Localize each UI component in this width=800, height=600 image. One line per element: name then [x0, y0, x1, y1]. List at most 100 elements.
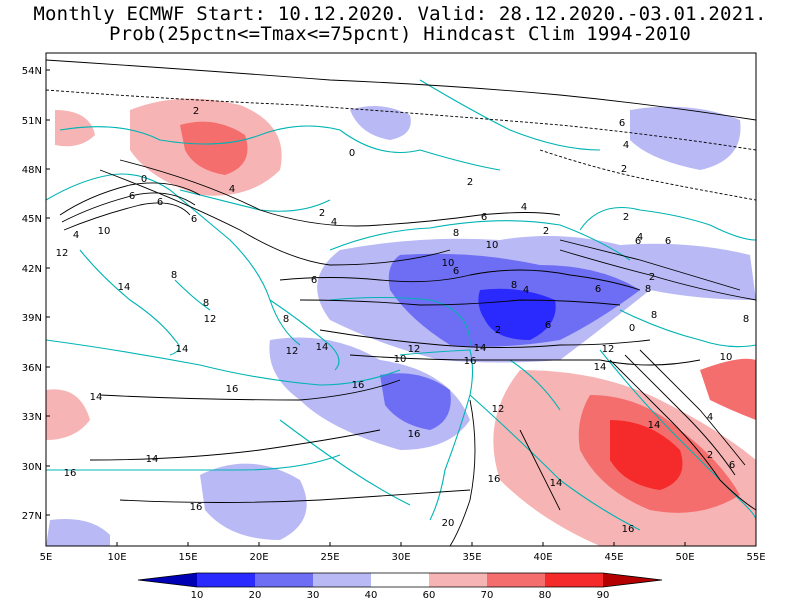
- contour-label: 6: [157, 197, 163, 208]
- contour-label: 6: [729, 460, 735, 471]
- probability-shading: [46, 98, 756, 546]
- colorbar-segment: [138, 573, 197, 587]
- contour-label: 2: [543, 226, 549, 237]
- map-title-line-1: Monthly ECMWF Start: 10.12.2020. Valid: …: [33, 3, 767, 25]
- contour-label: 8: [651, 310, 657, 321]
- contour-label: 4: [521, 202, 527, 213]
- contour-label: 6: [191, 214, 197, 225]
- contour-label: 2: [193, 106, 199, 117]
- coastlines-and-borders: [46, 79, 756, 531]
- contour-label: 0: [141, 174, 147, 185]
- colorbar-tick-label: 70: [481, 590, 494, 600]
- high-probability-region: [46, 389, 90, 440]
- colorbar-segment: [603, 573, 662, 587]
- contour-label: 6: [129, 191, 135, 202]
- contour-label: 12: [408, 344, 421, 355]
- lat-label: 51N: [22, 116, 42, 127]
- lon-label: 35E: [462, 552, 481, 563]
- contour-label: 14: [146, 454, 159, 465]
- contour-label: 16: [226, 384, 239, 395]
- lat-label: 30N: [22, 462, 42, 473]
- high-probability-region: [180, 121, 248, 175]
- colorbar-tick-label: 10: [191, 590, 204, 600]
- colorbar-segment: [197, 573, 255, 587]
- contour-label: 14: [648, 420, 661, 431]
- contour-label: 4: [707, 412, 713, 423]
- contour-label: 8: [171, 270, 177, 281]
- contour-label: 4: [229, 184, 235, 195]
- contour-label: 12: [492, 404, 505, 415]
- contour-label: 16: [64, 468, 77, 479]
- contour-label: 8: [511, 280, 517, 291]
- high-probability-region: [610, 420, 683, 490]
- contour-label: 10: [394, 354, 407, 365]
- colorbar-tick-label: 60: [423, 590, 436, 600]
- contour-label: 4: [331, 217, 337, 228]
- map-title-line-2: Prob(25pctn<=Tmax<=75pcnt) Hindcast Clim…: [109, 23, 691, 45]
- lon-label: 15E: [178, 552, 197, 563]
- contour-label: 10: [442, 258, 455, 269]
- lat-label: 36N: [22, 363, 42, 374]
- lon-label: 50E: [675, 552, 694, 563]
- contour-label: 14: [474, 343, 487, 354]
- contour-label: 6: [635, 236, 641, 247]
- contour-label: 6: [595, 284, 601, 295]
- contour-label: 6: [619, 118, 625, 129]
- contour-label: 8: [203, 298, 209, 309]
- contour-label: 2: [623, 212, 629, 223]
- colorbar-segment: [545, 573, 603, 587]
- contour-label: 4: [73, 230, 79, 241]
- colorbar-segment: [487, 573, 545, 587]
- colorbar-tick-label: 40: [365, 590, 378, 600]
- contour-label: 6: [311, 275, 317, 286]
- contour-lines: [46, 59, 756, 546]
- lon-label: 30E: [391, 552, 410, 563]
- high-probability-region: [700, 358, 756, 420]
- contour-label: 10: [98, 226, 111, 237]
- contour-label: 14: [118, 282, 131, 293]
- contour-label: 16: [622, 524, 635, 535]
- lon-label: 40E: [533, 552, 552, 563]
- latitude-axis: 54N 51N 48N 45N 42N 39N 36N 33N 30N 27N: [22, 66, 50, 522]
- contour-label: 2: [621, 164, 627, 175]
- low-probability-region: [630, 106, 741, 170]
- colorbar-segment: [255, 573, 313, 587]
- contour-label: 2: [649, 272, 655, 283]
- lat-label: 45N: [22, 214, 42, 225]
- lon-label: 45E: [604, 552, 623, 563]
- contour-label: 14: [316, 342, 329, 353]
- lat-label: 54N: [22, 66, 42, 77]
- contour-label: 2: [467, 177, 473, 188]
- contour-label: 2: [319, 208, 325, 219]
- contour-label: 20: [442, 518, 455, 529]
- low-probability-region: [46, 519, 110, 546]
- colorbar-segment: [313, 573, 371, 587]
- contour-label: 4: [523, 285, 529, 296]
- contour-label: 16: [408, 429, 421, 440]
- lon-label: 55E: [746, 552, 765, 563]
- low-probability-region: [380, 373, 451, 430]
- contour-label: 8: [453, 228, 459, 239]
- contour-label: 10: [486, 240, 499, 251]
- contour-label: 10: [720, 352, 733, 363]
- contour-label: 4: [637, 232, 643, 243]
- colorbar-segment: [429, 573, 487, 587]
- contour-label: 14: [176, 344, 189, 355]
- longitude-axis: 5E 10E 15E 20E 25E 30E 35E 40E 45E 50E 5…: [40, 542, 766, 563]
- lon-label: 10E: [107, 552, 126, 563]
- contour-label: 6: [453, 266, 459, 277]
- contour-label: 8: [645, 284, 651, 295]
- low-probability-region: [350, 106, 411, 140]
- contour-label: 4: [623, 140, 629, 151]
- contour-label: 6: [665, 236, 671, 247]
- lat-label: 42N: [22, 264, 42, 275]
- lon-label: 20E: [249, 552, 268, 563]
- contour-label: 2: [495, 325, 501, 336]
- contour-label: 12: [286, 346, 299, 357]
- colorbar-tick-label: 90: [597, 590, 610, 600]
- contour-label-layer: 2 0 4 6 6 4 10 8 12 14 0 2 4 6 6 2 4 6 8…: [56, 106, 750, 535]
- colorbar: 10 20 30 40 60 70 80 90: [137, 572, 663, 600]
- contour-label: 14: [90, 392, 103, 403]
- contour-label: 16: [488, 474, 501, 485]
